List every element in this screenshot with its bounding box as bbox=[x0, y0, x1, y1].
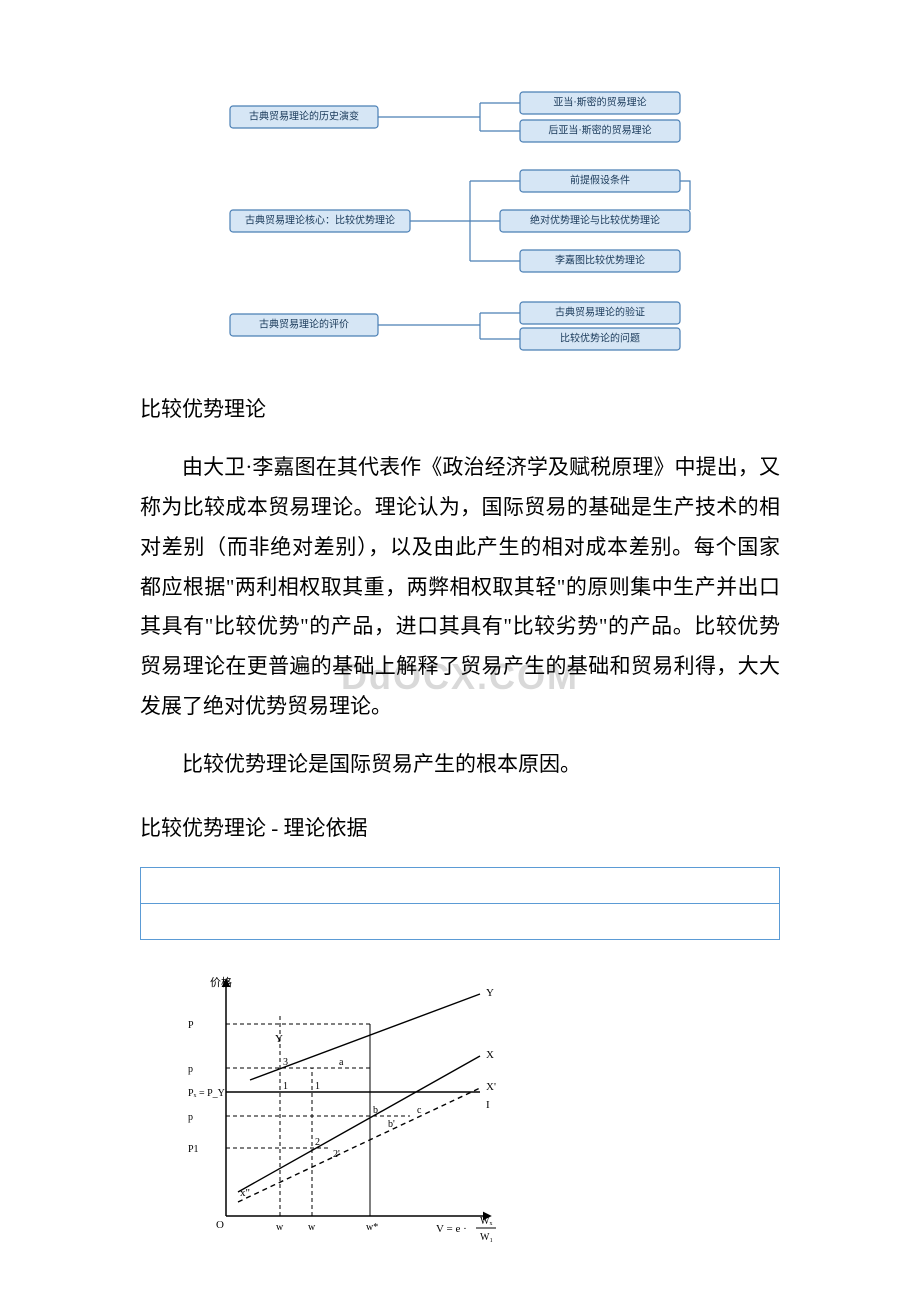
svg-text:1: 1 bbox=[283, 1081, 288, 1092]
heading-2: 比较优势理论 - 理论依据 bbox=[140, 809, 780, 849]
tree-root-3: 古典贸易理论的评价 bbox=[259, 318, 349, 331]
tree-root-1: 古典贸易理论的历史演变 bbox=[249, 110, 359, 123]
svg-text:p: p bbox=[188, 1064, 193, 1075]
tree-root-2: 古典贸易理论核心：比较优势理论 bbox=[245, 214, 395, 227]
svg-text:w: w bbox=[308, 1222, 316, 1233]
svg-text:W₁: W₁ bbox=[480, 1232, 493, 1243]
svg-text:a: a bbox=[339, 1057, 344, 1068]
svg-text:X': X' bbox=[486, 1081, 496, 1093]
tree-diagram: 古典贸易理论的历史演变 古典贸易理论核心：比较优势理论 古典贸易理论的评价 亚当… bbox=[220, 80, 700, 360]
svg-text:b': b' bbox=[388, 1119, 395, 1130]
svg-text:X: X bbox=[486, 1049, 494, 1061]
chart-points: 3 1 1 a 2 2' b b' c bbox=[283, 1057, 422, 1160]
table-placeholder bbox=[140, 867, 780, 940]
tree-leaf-1: 亚当·斯密的贸易理论 bbox=[553, 96, 646, 109]
tree-diagram-container: 古典贸易理论的历史演变 古典贸易理论核心：比较优势理论 古典贸易理论的评价 亚当… bbox=[100, 80, 820, 360]
svg-text:p: p bbox=[188, 1112, 193, 1123]
tree-leaf-7: 比较优势论的问题 bbox=[560, 332, 640, 345]
svg-text:Y: Y bbox=[275, 1033, 283, 1045]
tree-leaf-6: 古典贸易理论的验证 bbox=[555, 306, 645, 319]
heading-1: 比较优势理论 bbox=[140, 390, 780, 430]
svg-text:x": x" bbox=[240, 1187, 250, 1199]
table-cell bbox=[141, 867, 780, 903]
svg-text:c: c bbox=[417, 1105, 422, 1116]
tree-leaf-4: 绝对优势理论与比较优势理论 bbox=[530, 214, 660, 227]
svg-text:w: w bbox=[276, 1222, 284, 1233]
svg-text:Pₓ = P_Y: Pₓ = P_Y bbox=[188, 1088, 225, 1099]
svg-text:Y: Y bbox=[486, 987, 494, 999]
table-cell bbox=[141, 903, 780, 939]
svg-text:2': 2' bbox=[333, 1149, 340, 1160]
svg-text:w*: w* bbox=[366, 1222, 378, 1233]
paragraph-2: 比较优势理论是国际贸易产生的根本原因。 bbox=[140, 745, 780, 785]
tree-root-group: 古典贸易理论的历史演变 古典贸易理论核心：比较优势理论 古典贸易理论的评价 bbox=[230, 106, 410, 336]
svg-text:P: P bbox=[188, 1020, 194, 1031]
svg-text:P1: P1 bbox=[188, 1144, 199, 1155]
chart-lines: Y X X' I bbox=[226, 987, 496, 1202]
x-ticks: w w w* bbox=[276, 1222, 378, 1233]
origin-label: O bbox=[216, 1219, 224, 1231]
econ-chart: 价格 O V = e · Wₓ W₁ YXX'I PpPₓ = P_YpP1 w… bbox=[180, 960, 520, 1250]
econ-chart-container: 价格 O V = e · Wₓ W₁ YXX'I PpPₓ = P_YpP1 w… bbox=[180, 960, 820, 1250]
svg-text:Wₓ: Wₓ bbox=[480, 1216, 492, 1227]
tree-leaf-2: 后亚当·斯密的贸易理论 bbox=[548, 124, 651, 137]
y-ticks: PpPₓ = P_YpP1 bbox=[188, 1020, 225, 1155]
tree-leaf-5: 李嘉图比较优势理论 bbox=[555, 254, 645, 267]
svg-text:1: 1 bbox=[315, 1081, 320, 1092]
y-axis-label: 价格 bbox=[210, 975, 232, 989]
hlines bbox=[226, 1024, 480, 1148]
tree-leaf-group: 亚当·斯密的贸易理论 后亚当·斯密的贸易理论 前提假设条件 绝对优势理论与比较优… bbox=[500, 92, 690, 350]
tree-leaf-3: 前提假设条件 bbox=[570, 174, 630, 187]
svg-text:2: 2 bbox=[315, 1137, 320, 1148]
svg-text:3: 3 bbox=[283, 1057, 288, 1068]
svg-text:I: I bbox=[486, 1099, 490, 1111]
x-axis-label: V = e · Wₓ W₁ bbox=[436, 1216, 496, 1243]
svg-text:b: b bbox=[373, 1105, 378, 1116]
paragraph-1: 由大卫·李嘉图在其代表作《政治经济学及赋税原理》中提出，又称为比较成本贸易理论。… bbox=[140, 448, 780, 727]
svg-text:V = e ·: V = e · bbox=[436, 1223, 467, 1235]
